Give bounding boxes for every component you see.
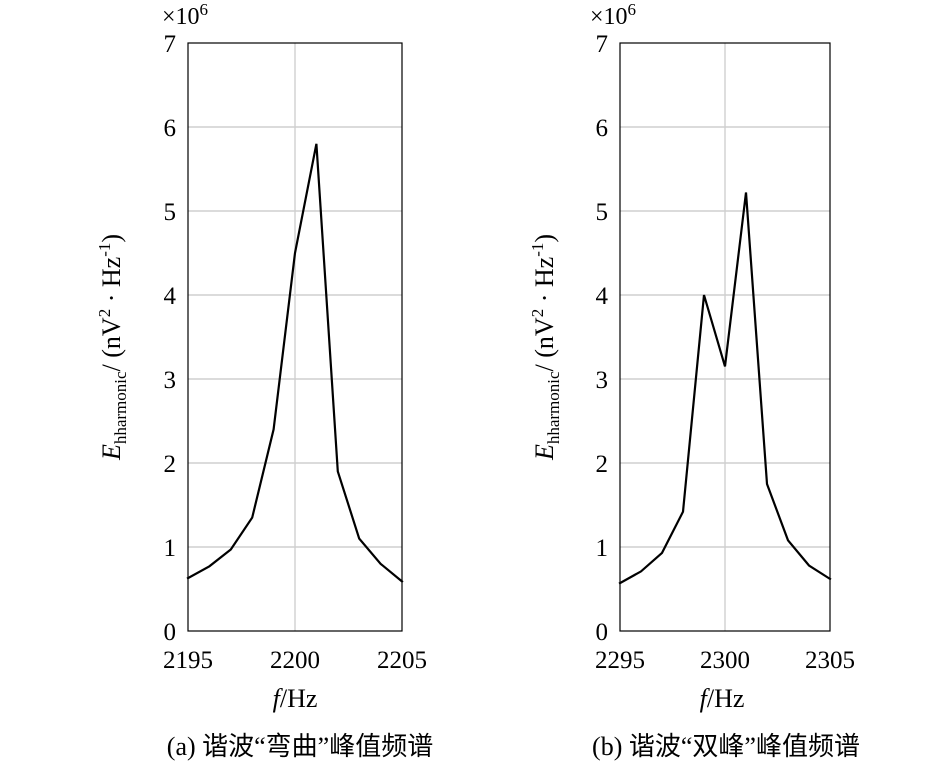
y-tick-label-b: 7 <box>596 31 609 58</box>
y-tick-label-b: 5 <box>596 199 609 226</box>
x-tick-label-b: 2305 <box>805 647 855 674</box>
y-tick-label-a: 4 <box>164 283 177 310</box>
x-axis-label-a: f/Hz <box>273 684 318 713</box>
x-tick-labels-a: 2195 2200 2205 <box>163 647 427 674</box>
y-tick-labels-a: 0 1 2 3 4 5 6 7 <box>164 31 177 646</box>
panel-b: 2295 2300 2305 0 1 2 3 4 5 6 7 ×106 f/Hz Ehharmon… <box>528 0 860 761</box>
caption-b: (b) 谐波“双峰”峰值频谱 <box>592 732 860 761</box>
grid-b <box>620 43 830 631</box>
y-tick-label-a: 3 <box>164 367 177 394</box>
x-tick-label-b: 2295 <box>595 647 645 674</box>
y-tick-label-b: 6 <box>596 115 609 142</box>
y-tick-label-b: 4 <box>596 283 609 310</box>
y-tick-label-a: 5 <box>164 199 177 226</box>
y-axis-label-b: Ehharmonic/ (nV2 · Hz-1) <box>528 234 563 461</box>
y-tick-label-b: 3 <box>596 367 609 394</box>
y-exponent-b: ×106 <box>590 0 636 30</box>
y-tick-labels-b: 0 1 2 3 4 5 6 7 <box>596 31 609 646</box>
y-tick-label-a: 6 <box>164 115 177 142</box>
x-tick-label-b: 2300 <box>700 647 750 674</box>
series-line-a <box>186 143 404 583</box>
y-exponent-a: ×106 <box>162 0 208 30</box>
x-tick-label-a: 2205 <box>377 647 427 674</box>
y-tick-label-a: 2 <box>164 451 177 478</box>
x-tick-label-a: 2195 <box>163 647 213 674</box>
y-tick-label-b: 1 <box>596 535 609 562</box>
grid-a <box>188 43 402 631</box>
x-tick-label-a: 2200 <box>270 647 320 674</box>
x-tick-labels-b: 2295 2300 2305 <box>595 647 855 674</box>
y-tick-label-b: 0 <box>596 619 609 646</box>
y-tick-label-a: 0 <box>164 619 177 646</box>
y-tick-label-a: 1 <box>164 535 177 562</box>
caption-a: (a) 谐波“弯曲”峰值频谱 <box>167 732 433 761</box>
y-axis-label-a: Ehharmonic/ (nV2 · Hz-1) <box>95 234 130 461</box>
axes-frame-a <box>187 42 403 632</box>
series-line-b <box>618 192 832 585</box>
panel-a: 2195 2200 2205 0 1 2 3 4 5 6 7 ×106 f/Hz Ehharmon… <box>95 0 433 761</box>
x-axis-label-b: f/Hz <box>700 684 745 713</box>
y-tick-label-b: 2 <box>596 451 609 478</box>
axes-frame-b <box>619 42 831 632</box>
y-tick-label-a: 7 <box>164 31 177 58</box>
